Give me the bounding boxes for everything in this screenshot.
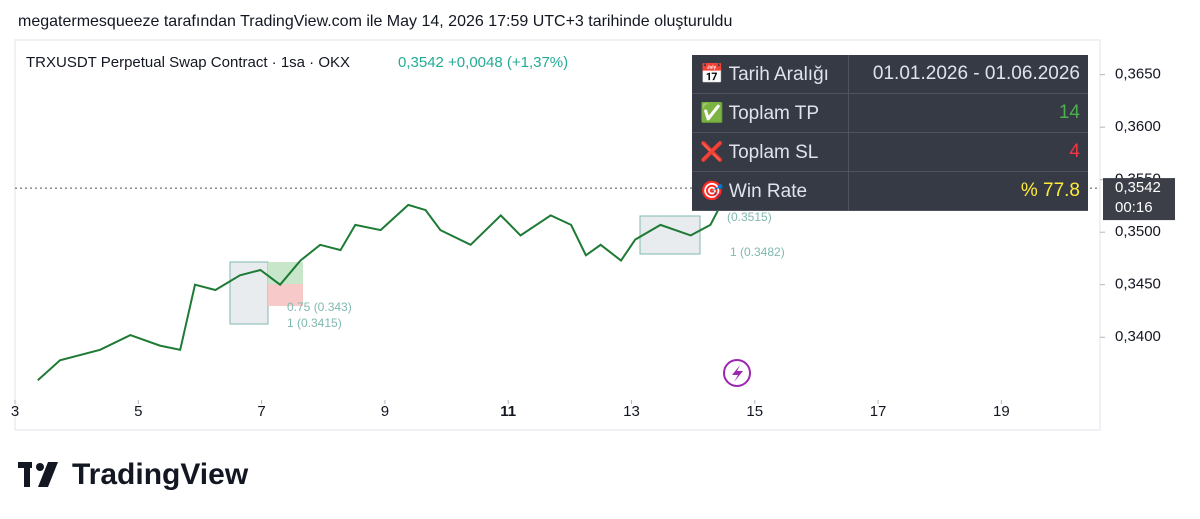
y-tick-label: 0,3450 xyxy=(1115,276,1161,293)
plot-border xyxy=(14,39,1101,431)
change: 0,3542 +0,0048 (+1,37%) xyxy=(398,54,568,71)
panel-row: 📅 Tarih Aralığı 01.01.2026 - 01.06.2026 xyxy=(692,55,1088,94)
panel-row: ✅ Toplam TP 14 xyxy=(692,94,1088,133)
event-icon xyxy=(723,359,751,387)
logo xyxy=(18,462,58,487)
caption: megatermesqueeze tarafından TradingView.… xyxy=(18,13,732,30)
price-tag-timer: 00:16 xyxy=(1115,199,1153,216)
event-icon xyxy=(732,365,743,382)
panel-value: 4 xyxy=(1069,141,1080,162)
trade-label: 1 (0.3482) xyxy=(730,245,785,259)
panel-row: ❌ Toplam SL 4 xyxy=(692,133,1088,172)
panel-label: ❌ Toplam SL xyxy=(692,133,849,171)
x-tick-label: 19 xyxy=(993,403,1010,420)
price-tag-label: 0,3542 xyxy=(1115,179,1161,196)
panel-label: 📅 Tarih Aralığı xyxy=(692,55,849,93)
x-tick-label: 15 xyxy=(746,403,763,420)
price-line xyxy=(37,187,737,382)
y-tick-label: 0,3650 xyxy=(1115,66,1161,83)
panel-value: % 77.8 xyxy=(1020,180,1080,201)
x-tick-label: 3 xyxy=(11,403,19,420)
symbol: TRXUSDT Perpetual Swap Contract · 1sa · … xyxy=(26,54,350,71)
x-tick-label: 7 xyxy=(257,403,265,420)
x-tick-label: 9 xyxy=(381,403,389,420)
trade-label: 0.75 (0.343) xyxy=(287,300,352,314)
trade-label: (0.3515) xyxy=(727,210,772,224)
zone xyxy=(229,261,269,325)
stats-panel: 📅 Tarih Aralığı 01.01.2026 - 01.06.2026 ✅ … xyxy=(692,55,1088,211)
brand: TradingView xyxy=(72,458,249,491)
price-tag xyxy=(1103,178,1175,221)
y-tick-label: 0,3500 xyxy=(1115,223,1161,240)
trade-label: 1 (0.3415) xyxy=(287,316,342,330)
y-tick-label: 0,3400 xyxy=(1115,328,1161,345)
panel-value: 14 xyxy=(1058,102,1080,123)
x-tick-label: 5 xyxy=(134,403,142,420)
x-tick-label: 13 xyxy=(623,403,640,420)
panel-label: 🎯 Win Rate xyxy=(692,172,849,210)
x-tick-label: 11 xyxy=(500,403,516,420)
y-tick-label: 0,3600 xyxy=(1115,118,1161,135)
panel-row: 🎯 Win Rate % 77.8 xyxy=(692,172,1088,211)
panel-label: ✅ Toplam TP xyxy=(692,94,849,132)
panel-value: 01.01.2026 - 01.06.2026 xyxy=(872,63,1080,84)
x-tick-label: 17 xyxy=(870,403,887,420)
zone-sl xyxy=(268,284,303,306)
